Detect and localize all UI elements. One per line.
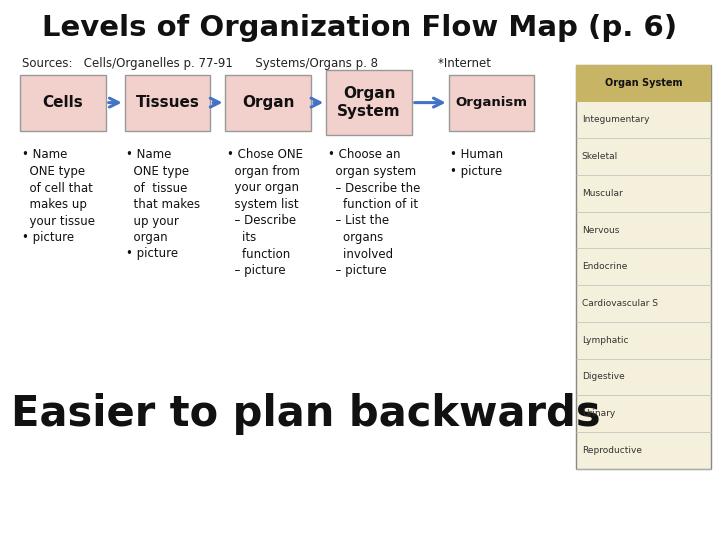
Text: Organ: Organ <box>242 95 294 110</box>
Text: Cardiovascular S: Cardiovascular S <box>582 299 658 308</box>
FancyBboxPatch shape <box>326 70 412 134</box>
Text: Easier to plan backwards: Easier to plan backwards <box>11 393 600 435</box>
Text: Nervous: Nervous <box>582 226 619 234</box>
Text: • Name
  ONE type
  of cell that
  makes up
  your tissue
• picture: • Name ONE type of cell that makes up yo… <box>22 148 94 244</box>
Text: Urinary: Urinary <box>582 409 615 418</box>
FancyBboxPatch shape <box>576 65 711 102</box>
FancyBboxPatch shape <box>449 75 534 131</box>
Text: Organ System: Organ System <box>605 78 683 88</box>
Text: Organism: Organism <box>455 96 527 109</box>
Text: Reproductive: Reproductive <box>582 446 642 455</box>
FancyBboxPatch shape <box>225 75 311 131</box>
Text: Muscular: Muscular <box>582 189 623 198</box>
Text: Lymphatic: Lymphatic <box>582 336 629 345</box>
Text: Levels of Organization Flow Map (p. 6): Levels of Organization Flow Map (p. 6) <box>42 14 678 42</box>
Text: Integumentary: Integumentary <box>582 116 649 124</box>
Text: • Choose an
  organ system
  – Describe the
    function of it
  – List the
    : • Choose an organ system – Describe the … <box>328 148 420 277</box>
Text: • Name
  ONE type
  of  tissue
  that makes
  up your
  organ
• picture: • Name ONE type of tissue that makes up … <box>126 148 200 260</box>
Text: Skeletal: Skeletal <box>582 152 618 161</box>
Text: Tissues: Tissues <box>135 95 199 110</box>
FancyBboxPatch shape <box>576 65 711 469</box>
Text: • Chose ONE
  organ from
  your organ
  system list
  – Describe
    its
    fun: • Chose ONE organ from your organ system… <box>227 148 303 277</box>
Text: • Human
• picture: • Human • picture <box>450 148 503 178</box>
Text: Endocrine: Endocrine <box>582 262 627 271</box>
Text: Cells: Cells <box>42 95 84 110</box>
Text: Sources:   Cells/Organelles p. 77-91      Systems/Organs p. 8                *In: Sources: Cells/Organelles p. 77-91 Syste… <box>22 57 490 70</box>
Text: Organ
System: Organ System <box>337 86 401 119</box>
Text: Digestive: Digestive <box>582 373 624 381</box>
FancyBboxPatch shape <box>125 75 210 131</box>
FancyBboxPatch shape <box>20 75 106 131</box>
